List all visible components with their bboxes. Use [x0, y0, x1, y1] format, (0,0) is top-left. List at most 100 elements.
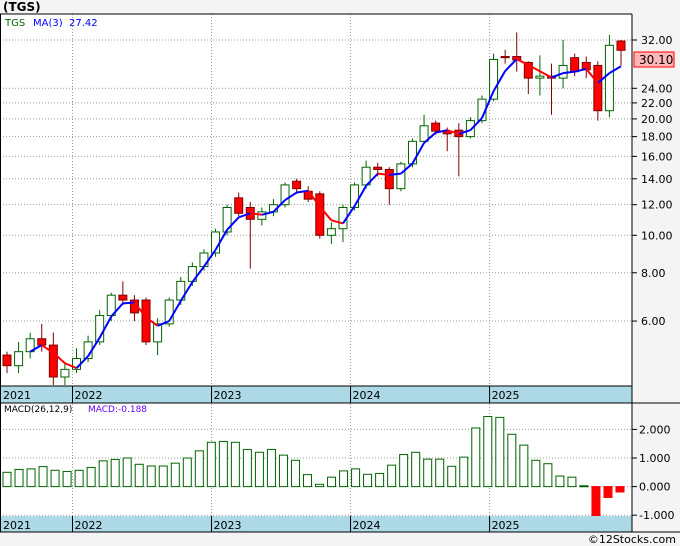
macd-bar	[194, 450, 204, 488]
macd-bar	[591, 486, 601, 518]
candle-body	[593, 64, 603, 112]
x-tick-label: 2022	[75, 519, 103, 532]
ma-segment	[87, 337, 101, 357]
candle-body	[2, 354, 12, 367]
x-tick-label: 2023	[214, 519, 242, 532]
candle	[384, 167, 394, 205]
ma-segment	[145, 316, 159, 327]
macd-bar	[302, 474, 312, 488]
candle	[2, 351, 12, 374]
ma-segment	[365, 172, 379, 187]
price-tick-label: 24.00	[641, 82, 673, 95]
ma-segment	[504, 58, 518, 72]
macd-bar	[290, 459, 300, 488]
ma-segment	[608, 65, 622, 75]
candle	[48, 332, 58, 385]
ma-segment	[238, 212, 251, 219]
ma-segment	[110, 302, 124, 318]
macd-bar	[74, 469, 84, 488]
macd-bar	[339, 470, 349, 488]
ma-segment	[539, 70, 552, 79]
candle-body	[419, 125, 429, 142]
price-tick-label: 20.00	[641, 113, 673, 126]
candle	[419, 114, 429, 145]
candle-body	[616, 40, 626, 51]
price-tick-label: 32.00	[641, 34, 673, 47]
last-price-label: 30.10	[639, 53, 673, 67]
macd-tick-label: -1.000	[639, 509, 674, 522]
ma-segment	[481, 90, 495, 119]
macd-bar	[158, 465, 168, 488]
macd-bar	[230, 441, 240, 488]
ma-segment	[585, 68, 599, 84]
candle	[535, 55, 545, 96]
candle	[593, 61, 603, 121]
macd-bar	[206, 441, 216, 488]
macd-bar	[170, 462, 180, 488]
macd-bar	[531, 459, 541, 488]
ma-segment	[527, 64, 541, 73]
x-tick-label: 2021	[3, 389, 31, 402]
ma-segment	[41, 344, 54, 354]
ma-segment	[203, 249, 217, 268]
macd-legend-value: MACD:-0.188	[88, 405, 147, 415]
ma-segment	[307, 190, 321, 208]
macd-bar	[62, 470, 72, 488]
macd-bar	[543, 463, 553, 488]
macd-bar	[483, 416, 493, 488]
ma-segment	[574, 67, 587, 73]
chart-title: (TGS)	[3, 0, 41, 14]
candle-body	[222, 207, 232, 233]
ma-segment	[98, 315, 113, 339]
ma-segment	[435, 129, 448, 134]
ma-segment	[284, 191, 298, 201]
macd-bar	[242, 448, 252, 488]
candle	[118, 281, 128, 306]
ma-segment	[157, 320, 170, 327]
ma-segment	[331, 219, 344, 225]
ma-segment	[492, 70, 507, 92]
ma-segment	[458, 129, 471, 135]
macd-bar	[459, 456, 469, 488]
price-tick-label: 22.00	[641, 97, 673, 110]
price-tick-label: 10.00	[641, 229, 673, 242]
ma-segment	[400, 162, 414, 175]
ma-segment	[191, 265, 205, 283]
x-axis-band-bottom	[0, 516, 632, 532]
candle-body	[465, 120, 475, 138]
ma-segment	[446, 129, 460, 135]
x-axis-band-top	[0, 386, 632, 403]
macd-bar	[110, 458, 120, 488]
macd-bar	[615, 486, 625, 493]
price-tick-label: 16.00	[641, 150, 673, 163]
ma-segment	[342, 205, 356, 224]
candle	[14, 341, 24, 374]
macd-bar	[98, 460, 108, 488]
candle-body	[37, 338, 47, 346]
candle-body	[234, 197, 244, 214]
macd-bar	[351, 468, 361, 488]
candle-body	[604, 44, 614, 112]
candle-body	[153, 323, 163, 343]
candle-body	[14, 351, 24, 367]
candle	[280, 182, 290, 208]
macd-bar	[471, 427, 481, 488]
candle	[500, 49, 510, 64]
candle	[616, 40, 626, 66]
macd-bar	[447, 465, 457, 488]
legend-ticker: TGS	[4, 18, 25, 29]
macd-bar	[38, 466, 48, 488]
candle-body	[60, 368, 70, 378]
macd-bar	[567, 476, 577, 488]
candle-body	[431, 122, 441, 132]
candle	[489, 53, 499, 102]
candle-body	[315, 193, 325, 236]
macd-bar	[266, 448, 276, 488]
ma-segment	[168, 300, 182, 322]
candle-body	[280, 184, 290, 206]
macd-bar	[218, 440, 228, 488]
ma-segment	[353, 185, 368, 207]
x-tick-label: 2021	[3, 519, 31, 532]
